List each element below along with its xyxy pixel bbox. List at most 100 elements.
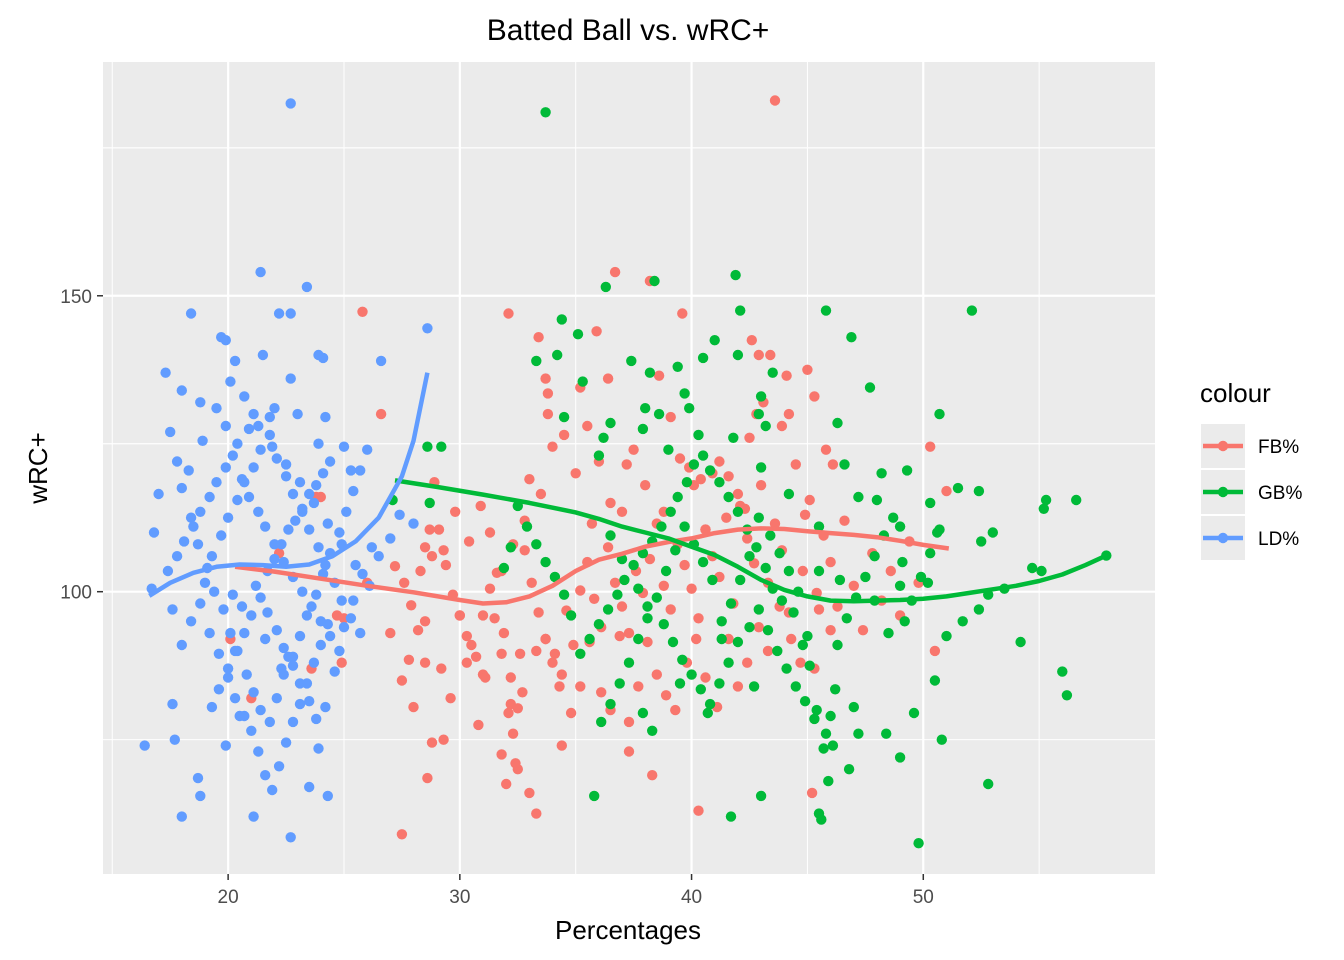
data-point (753, 512, 764, 523)
data-point (848, 580, 859, 591)
data-point (357, 306, 368, 317)
data-point (934, 524, 945, 535)
data-point (760, 420, 771, 432)
data-point (269, 539, 280, 550)
data-point (832, 417, 843, 429)
data-point (549, 571, 561, 583)
data-point (665, 506, 676, 517)
data-point (1057, 666, 1068, 677)
data-point (153, 488, 164, 500)
data-point (505, 698, 516, 710)
data-point (171, 456, 183, 467)
data-point (732, 488, 744, 500)
smooth-line (234, 526, 950, 606)
data-point (760, 562, 771, 574)
data-point (853, 491, 864, 503)
data-point (433, 524, 445, 535)
data-point (229, 645, 241, 657)
data-point (1040, 494, 1052, 506)
data-point (605, 417, 616, 429)
data-point (220, 740, 231, 751)
data-point (206, 551, 218, 562)
data-point (253, 746, 264, 757)
data-point (748, 681, 760, 692)
data-point (505, 672, 516, 683)
data-point (686, 583, 697, 594)
data-point (929, 675, 941, 686)
data-point (276, 663, 287, 674)
data-point (681, 477, 693, 488)
data-point (556, 314, 567, 325)
data-point (716, 633, 727, 645)
data-point (264, 429, 275, 441)
data-point (600, 281, 611, 293)
x-tick-label: 50 (913, 887, 934, 908)
data-point (602, 373, 614, 384)
data-point (503, 308, 514, 319)
data-point (640, 480, 651, 491)
data-point (642, 636, 653, 648)
data-point (422, 772, 433, 784)
data-point (888, 512, 899, 523)
data-point (820, 728, 832, 739)
data-point (660, 690, 672, 701)
data-point (876, 468, 887, 479)
data-point (375, 408, 387, 420)
data-point (285, 373, 296, 384)
data-point (366, 542, 377, 553)
data-point (222, 663, 234, 674)
data-point (239, 391, 250, 402)
data-point (273, 308, 285, 319)
data-point (802, 630, 813, 642)
data-point (674, 678, 686, 689)
data-point (732, 506, 744, 517)
data-point (271, 453, 282, 464)
smooth-line (148, 372, 430, 598)
axes: 20 30 40 50 100 150 (60, 287, 934, 908)
data-point (357, 568, 368, 580)
data-point (419, 657, 431, 668)
data-point (695, 684, 706, 695)
data-point (470, 651, 482, 662)
data-point (732, 349, 744, 361)
data-point (788, 607, 799, 618)
data-point (280, 459, 292, 470)
data-point (248, 462, 259, 473)
data-point (802, 364, 813, 375)
data-point (848, 701, 859, 713)
data-point (813, 808, 825, 819)
data-point (248, 687, 259, 698)
data-point (526, 577, 537, 588)
data-point (651, 669, 662, 680)
data-point (304, 696, 315, 707)
data-point (730, 269, 741, 281)
data-point (686, 669, 697, 680)
data-point (403, 654, 415, 665)
data-point (744, 551, 755, 562)
data-point (496, 648, 507, 659)
data-point (936, 734, 947, 745)
data-point (463, 536, 475, 547)
smooth-lines (148, 372, 1108, 606)
data-point (966, 305, 978, 316)
data-point (723, 491, 734, 503)
data-point (477, 610, 489, 621)
data-point (320, 411, 331, 423)
data-point (213, 684, 225, 695)
data-point (830, 684, 841, 695)
data-point (385, 627, 396, 639)
data-point (195, 506, 206, 517)
data-point (742, 533, 753, 544)
data-point (642, 601, 653, 612)
data-point (575, 681, 586, 692)
data-point (672, 361, 683, 372)
data-point (211, 403, 222, 414)
data-point (408, 701, 419, 713)
data-point (894, 521, 906, 532)
data-point (436, 663, 447, 674)
data-point (804, 660, 815, 671)
data-point (248, 408, 259, 420)
data-point (864, 382, 876, 393)
data-point (269, 553, 280, 565)
data-point (616, 601, 628, 612)
